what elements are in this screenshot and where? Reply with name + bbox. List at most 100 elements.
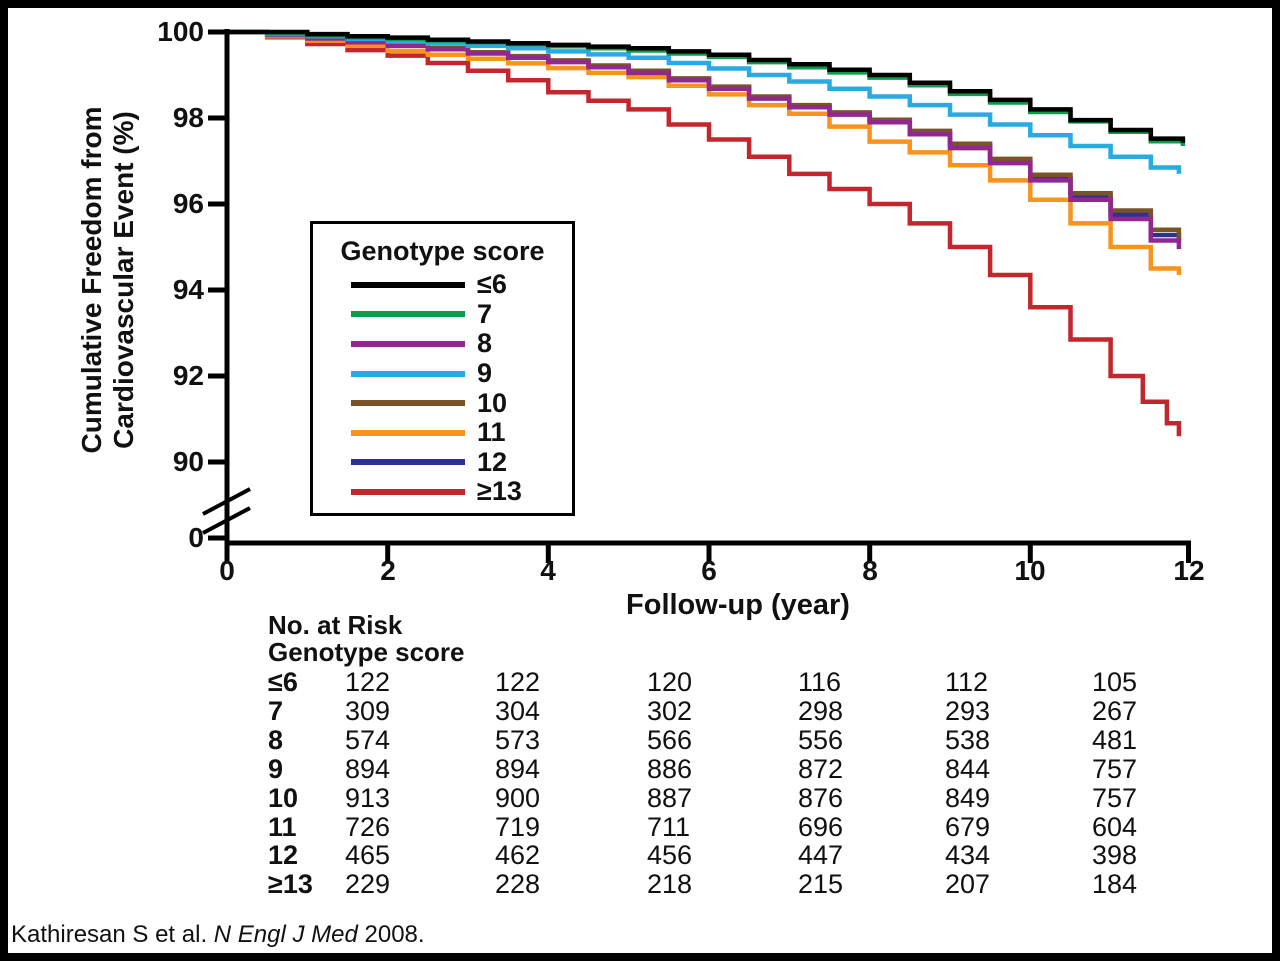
- risk-cell: 122: [495, 667, 541, 697]
- x-tick-marks: [224, 543, 1191, 563]
- km-chart-canvas: [202, 29, 1191, 563]
- axes: [202, 29, 1191, 563]
- risk-cell: 556: [798, 724, 844, 755]
- risk-cell: 304: [495, 695, 541, 726]
- x-tick-10: 10: [1014, 555, 1046, 586]
- km-curve-8: [227, 29, 1182, 250]
- risk-cell: 757: [1092, 753, 1138, 784]
- legend-swatch-8-icon: [351, 340, 465, 347]
- legend-label-12: 12: [477, 446, 508, 477]
- risk-cell: 844: [945, 753, 991, 784]
- risk-cell: 679: [945, 811, 991, 842]
- y-tick-96: 96: [172, 188, 204, 219]
- x-tick-8: 8: [862, 555, 878, 586]
- risk-cell: 267: [1092, 695, 1138, 726]
- risk-cell: 228: [495, 869, 541, 900]
- risk-cell: 849: [945, 782, 991, 813]
- risk-cell: 872: [798, 753, 844, 784]
- legend-row-le6: ≤6: [313, 270, 572, 300]
- y-axis-break-icon: [202, 487, 251, 535]
- risk-cell: 184: [1092, 869, 1138, 900]
- y-axis-title-line1: Cumulative Freedom from: [76, 106, 107, 454]
- risk-cell: 116: [798, 667, 842, 697]
- legend-label-10: 10: [477, 387, 508, 418]
- y-tick-100: 100: [157, 16, 204, 47]
- y-tick-92: 92: [172, 360, 204, 391]
- risk-cell: 465: [345, 840, 391, 871]
- risk-cell: 887: [647, 782, 693, 813]
- km-curves: [227, 29, 1186, 437]
- risk-table-grid: ≤6 122 122 120 116 112 105 7 309 304 302…: [268, 668, 1212, 899]
- y-tick-90: 90: [172, 446, 204, 477]
- legend-swatch-ge13-icon: [351, 488, 465, 495]
- km-curve-ge13: [227, 29, 1182, 437]
- number-at-risk-table: No. at Risk Genotype score ≤6 122 122 12…: [268, 612, 1212, 899]
- y-tick-marks: [208, 29, 227, 541]
- risk-cell: 566: [647, 724, 693, 755]
- risk-cell: 481: [1092, 724, 1138, 755]
- legend-rows: ≤6 7 8 9 10 11: [313, 270, 572, 507]
- y-tick-98: 98: [172, 102, 204, 133]
- risk-cell: 207: [945, 869, 991, 900]
- risk-cell: 876: [798, 782, 844, 813]
- risk-cell: 398: [1092, 840, 1138, 871]
- x-axis-title: Follow-up (year): [626, 589, 850, 621]
- citation-journal: N Engl J Med: [213, 921, 358, 948]
- km-curve-11: [227, 29, 1182, 275]
- x-tick-4: 4: [540, 555, 556, 586]
- legend-box: Genotype score ≤6 7 8 9 10: [310, 221, 575, 516]
- risk-cell: 462: [495, 840, 541, 871]
- risk-cell: 711: [647, 811, 691, 842]
- risk-row-label: 8: [268, 724, 284, 755]
- risk-cell: 218: [647, 869, 693, 900]
- legend-label-11: 11: [477, 417, 506, 448]
- y-axis-title-line2: Cardiovascular Event (%): [107, 111, 139, 449]
- legend-label-ge13: ≥13: [477, 476, 522, 507]
- risk-cell: 434: [945, 840, 991, 871]
- risk-row-label: 10: [268, 782, 299, 813]
- risk-cell: 112: [945, 667, 989, 697]
- legend-label-7: 7: [477, 298, 493, 329]
- citation-suffix: 2008.: [357, 921, 425, 948]
- risk-cell: 886: [647, 753, 693, 784]
- risk-cell: 298: [798, 695, 844, 726]
- x-tick-0: 0: [219, 555, 235, 586]
- risk-cell: 604: [1092, 811, 1138, 842]
- legend-label-9: 9: [477, 358, 493, 389]
- risk-cell: 447: [798, 840, 844, 871]
- risk-cell: 302: [647, 695, 693, 726]
- risk-cell: 229: [345, 869, 391, 900]
- risk-cell: 726: [345, 811, 391, 842]
- km-curve-le6: [227, 29, 1186, 143]
- km-curve-9: [227, 29, 1182, 174]
- x-tick-2: 2: [380, 555, 396, 586]
- risk-table-header-2: Genotype score: [268, 637, 465, 667]
- legend-swatch-7-icon: [351, 311, 465, 318]
- legend-swatch-9-icon: [351, 370, 465, 377]
- risk-cell: 573: [495, 724, 541, 755]
- citation: Kathiresan S et al. N Engl J Med 2008.: [11, 921, 425, 949]
- risk-cell: 122: [345, 667, 391, 697]
- risk-cell: 900: [495, 782, 541, 813]
- risk-row-label: 12: [268, 840, 299, 871]
- legend-label-le6: ≤6: [477, 269, 507, 300]
- risk-row-label: 7: [268, 695, 284, 726]
- legend-label-8: 8: [477, 328, 493, 359]
- risk-row-label: ≤6: [268, 667, 298, 697]
- risk-table-header-1: No. at Risk: [268, 610, 403, 640]
- legend-title: Genotype score: [340, 236, 545, 266]
- legend-swatch-12-icon: [351, 459, 465, 466]
- x-tick-6: 6: [701, 555, 717, 586]
- legend-swatch-le6-icon: [351, 281, 465, 288]
- risk-cell: 293: [945, 695, 991, 726]
- legend-swatch-10-icon: [351, 400, 465, 407]
- risk-row-label: 9: [268, 753, 284, 784]
- legend-row-8: 8: [313, 329, 572, 359]
- risk-cell: 574: [345, 724, 391, 755]
- legend-row-10: 10: [313, 388, 572, 418]
- legend-row-12: 12: [313, 448, 572, 478]
- risk-cell: 696: [798, 811, 844, 842]
- risk-cell: 894: [495, 753, 541, 784]
- legend-swatch-11-icon: [351, 429, 465, 436]
- citation-prefix: Kathiresan S et al.: [11, 921, 214, 948]
